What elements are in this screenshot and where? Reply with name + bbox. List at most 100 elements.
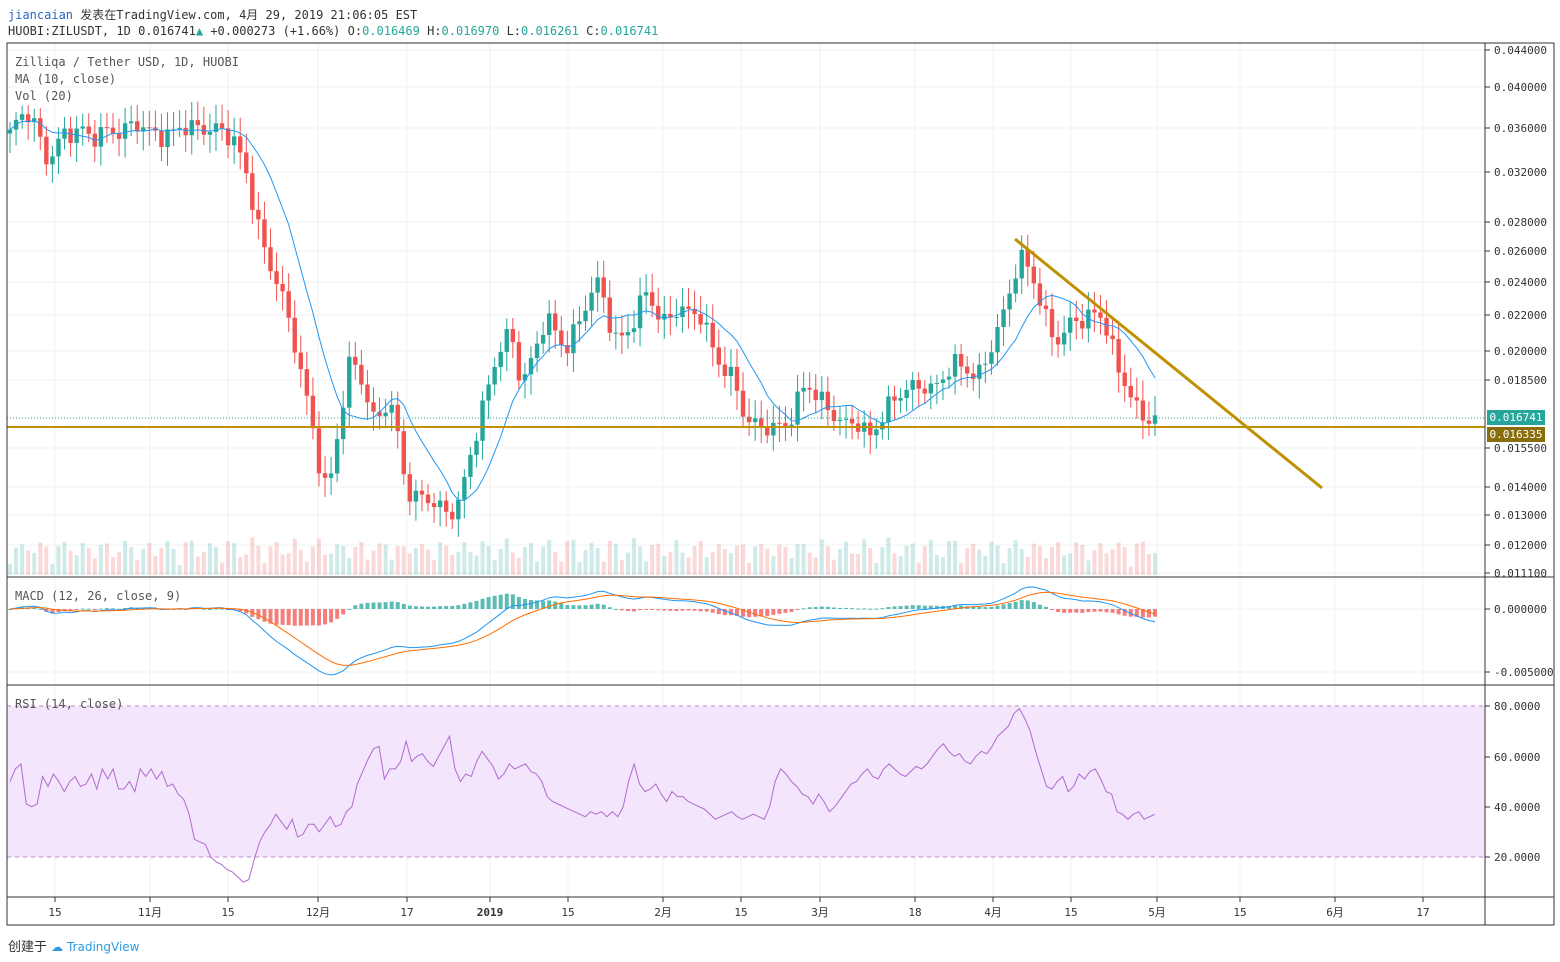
macd-bar (426, 606, 431, 609)
candle-body (328, 473, 334, 478)
footer: 创建于 ☁ TradingView (8, 936, 140, 955)
macd-bar (565, 605, 570, 609)
macd-bar (50, 609, 55, 613)
price-tick-label: 0.014000 (1494, 481, 1547, 494)
macd-bar (468, 602, 473, 609)
volume-bar (56, 546, 61, 575)
volume-bar (541, 546, 546, 575)
volume-bar (359, 541, 364, 575)
volume-bar (286, 553, 291, 575)
candle-body (777, 422, 782, 424)
macd-bar (922, 605, 927, 609)
volume-bar (656, 543, 661, 575)
macd-bar (256, 609, 261, 620)
volume-bar (1146, 553, 1151, 575)
candle-body (1086, 309, 1091, 329)
volume-bar (183, 542, 188, 575)
macd-bar (335, 609, 340, 619)
candle-body (62, 128, 67, 139)
indicator-tick-label: -0.005000 (1494, 666, 1554, 679)
candle-body (19, 114, 25, 120)
candle-body (946, 376, 952, 380)
candle-body (740, 390, 746, 417)
macd-bar (1098, 609, 1103, 612)
volume-bar (880, 547, 885, 575)
volume-bar (341, 545, 346, 575)
candle-body (983, 363, 988, 365)
candle-body (1146, 420, 1152, 424)
volume-bar (953, 540, 958, 575)
tradingview-logo[interactable]: ☁ TradingView (51, 940, 140, 954)
volume-bar (704, 557, 709, 575)
volume-bar (589, 543, 594, 575)
candle-body (1128, 385, 1133, 398)
volume-bar (413, 547, 418, 575)
macd-bar (831, 607, 836, 609)
candle-body (44, 136, 49, 165)
indicator-tick-label: 20.0000 (1494, 851, 1540, 864)
candle-body (7, 129, 13, 134)
candle-body (389, 404, 394, 413)
price-axis[interactable]: 0.044000 0.040000 0.036000 0.032000 0.028000… (1485, 44, 1554, 864)
volume-bar (619, 560, 624, 575)
created-with-label: 创建于 (8, 940, 48, 955)
volume-bar (238, 557, 243, 575)
candle-body (462, 476, 467, 500)
macd-bar (807, 607, 812, 609)
time-axis[interactable]: 15 11月 15 12月 17 2019 15 2月 15 3月 18 4月 15 5月 15 6月 17 (48, 897, 1430, 919)
price-tick-label: 0.036000 (1494, 122, 1547, 135)
macd-bar (1110, 609, 1115, 613)
candle-body (607, 297, 612, 333)
volume-bar (316, 538, 321, 575)
candle-body (559, 330, 564, 346)
macd-bar (753, 609, 758, 617)
time-tick-label: 4月 (984, 906, 1002, 919)
candle-body (686, 306, 691, 310)
macd-bar (535, 600, 540, 609)
volume-bar (565, 540, 570, 575)
candle-body (1116, 339, 1121, 373)
macd-bar (547, 600, 552, 609)
volume-bar (444, 545, 449, 575)
candle-body (171, 129, 176, 131)
volume-bar (129, 547, 134, 575)
candle-body (286, 291, 291, 318)
open-value: 0.016469 (362, 24, 420, 38)
candle-body (522, 374, 528, 381)
candle-body (1110, 335, 1115, 340)
candle-body (504, 329, 509, 352)
change-value: +0.000273 (+1.66%) (210, 24, 341, 38)
macd-bar (123, 607, 128, 609)
author-link[interactable]: jiancaian (8, 8, 74, 22)
macd-bar (662, 609, 667, 611)
candle-body (1134, 397, 1140, 401)
candle-body (765, 426, 770, 436)
macd-bar (1025, 600, 1030, 609)
volume-bar (831, 559, 836, 575)
candle-body (492, 366, 497, 385)
candle-body (940, 379, 946, 383)
candle-body (189, 120, 194, 136)
macd-bar (577, 605, 582, 609)
macd-bar (777, 609, 782, 614)
macd-bar (813, 606, 818, 609)
macd-bar (613, 608, 618, 610)
candle-body (589, 292, 594, 311)
macd-bar (1080, 609, 1085, 613)
candle-body (565, 345, 570, 354)
volume-bar (674, 540, 679, 575)
candle-body (619, 332, 625, 336)
trend-line[interactable] (1014, 237, 1323, 490)
volume-bar (492, 559, 497, 575)
macd-bar (341, 609, 346, 615)
macd-bar (607, 607, 612, 609)
volume-bar (220, 562, 225, 575)
macd-bar (474, 600, 479, 609)
close-value: 0.016741 (600, 24, 659, 38)
volume-bar (1025, 556, 1030, 575)
candle-body (159, 130, 164, 148)
macd-bar (553, 601, 558, 609)
volume-bar (904, 545, 909, 575)
macd-bar (395, 602, 400, 609)
